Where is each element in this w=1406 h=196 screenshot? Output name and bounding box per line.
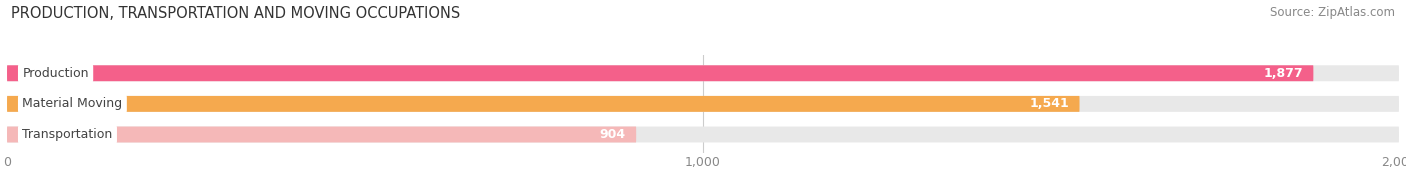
FancyBboxPatch shape	[7, 127, 1399, 142]
Text: 1,541: 1,541	[1029, 97, 1069, 110]
Text: 1,877: 1,877	[1264, 67, 1303, 80]
Text: Production: Production	[22, 67, 89, 80]
Text: PRODUCTION, TRANSPORTATION AND MOVING OCCUPATIONS: PRODUCTION, TRANSPORTATION AND MOVING OC…	[11, 6, 461, 21]
FancyBboxPatch shape	[7, 96, 1080, 112]
FancyBboxPatch shape	[7, 65, 1399, 81]
FancyBboxPatch shape	[7, 96, 1399, 112]
FancyBboxPatch shape	[7, 127, 636, 142]
Text: Source: ZipAtlas.com: Source: ZipAtlas.com	[1270, 6, 1395, 19]
FancyBboxPatch shape	[7, 65, 1313, 81]
Text: Material Moving: Material Moving	[22, 97, 122, 110]
Text: 904: 904	[599, 128, 626, 141]
Text: Transportation: Transportation	[22, 128, 112, 141]
